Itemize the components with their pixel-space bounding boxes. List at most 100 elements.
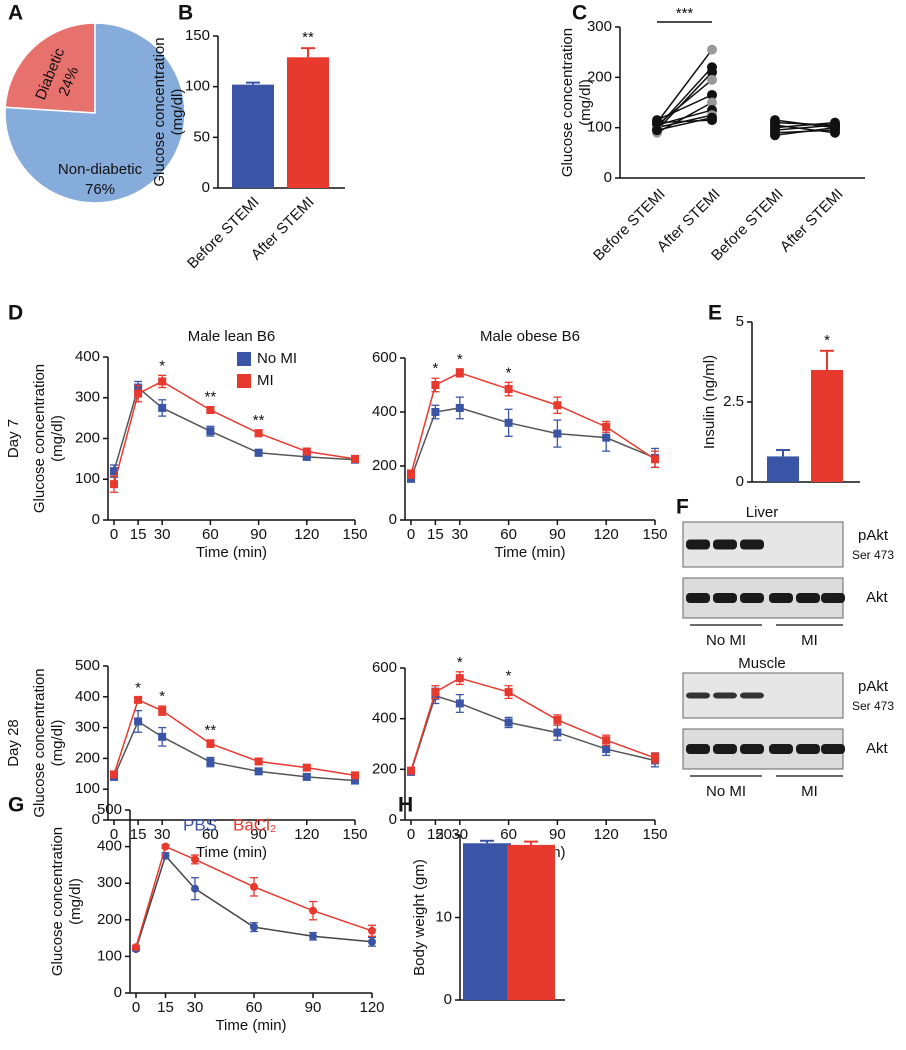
blot-label: pAkt xyxy=(858,678,889,695)
x-tick-label: 120 xyxy=(594,526,619,543)
point xyxy=(455,368,464,377)
group-label: No MI xyxy=(706,632,746,649)
x-tick-label: 150 xyxy=(342,526,367,543)
legend-label: BaCl₂ xyxy=(233,815,276,834)
blot-band xyxy=(713,539,737,550)
point xyxy=(651,753,659,762)
pair-line xyxy=(774,129,836,134)
significance: * xyxy=(159,688,165,705)
panel-letter: H xyxy=(398,794,413,817)
x-tick-label: 15 xyxy=(157,999,174,1016)
x-axis-label: Time (min) xyxy=(196,544,267,561)
point xyxy=(254,767,263,776)
x-tick-label: 60 xyxy=(246,999,263,1016)
panel-letter: D xyxy=(8,302,23,325)
bar xyxy=(232,84,274,188)
y-axis-label: (mg/dl) xyxy=(577,79,594,126)
slice-label: Non-diabetic xyxy=(58,161,143,178)
y-tick-label: 100 xyxy=(185,78,210,95)
x-tick-label: 15 xyxy=(427,826,444,843)
y-axis-label: Glucose concentration xyxy=(31,668,48,817)
significance: * xyxy=(506,364,512,381)
y-axis-label: (mg/dl) xyxy=(67,878,84,925)
pair-line xyxy=(656,71,713,131)
y-axis-label: Glucose concentration xyxy=(559,28,576,177)
pair-line xyxy=(656,49,713,124)
point xyxy=(134,717,143,726)
row-label: Day 7 xyxy=(5,419,22,458)
y-tick-label: 0 xyxy=(114,984,122,1001)
significance: * xyxy=(159,357,165,374)
point xyxy=(158,706,167,715)
series-line xyxy=(410,372,656,475)
significance: * xyxy=(457,654,463,671)
row-label: Day 28 xyxy=(5,719,22,767)
blot-band xyxy=(796,744,820,754)
y-axis-label: Insulin (ng/ml) xyxy=(701,355,718,449)
y-axis-label: (mg/dl) xyxy=(169,89,186,136)
legend-label: No MI xyxy=(257,350,297,367)
x-tick-label: 90 xyxy=(549,826,566,843)
y-tick-label: 0 xyxy=(736,473,744,490)
point xyxy=(602,745,611,754)
y-tick-label: 0 xyxy=(202,179,210,196)
x-tick-label: 0 xyxy=(407,826,415,843)
significance: ** xyxy=(253,412,265,429)
point xyxy=(302,452,311,461)
point xyxy=(368,926,376,935)
x-tick-label: Before STEMI xyxy=(590,186,669,265)
point xyxy=(830,122,840,133)
point xyxy=(254,448,263,457)
significance: *** xyxy=(676,5,694,22)
y-tick-label: 20 xyxy=(435,826,452,843)
pair-line xyxy=(656,116,713,131)
blot-band xyxy=(821,744,845,754)
point xyxy=(254,757,263,766)
blot-band xyxy=(740,692,764,699)
y-tick-label: 0 xyxy=(444,991,452,1008)
blot-band xyxy=(686,593,710,603)
x-tick-label: 90 xyxy=(305,999,322,1016)
point xyxy=(707,44,717,55)
legend-label: MI xyxy=(257,372,274,389)
pie-slice xyxy=(4,22,96,114)
tissue-label: Muscle xyxy=(738,655,786,672)
point xyxy=(707,115,717,126)
y-tick-label: 50 xyxy=(193,128,210,145)
point xyxy=(351,454,359,463)
legend-label: PBS xyxy=(183,815,217,834)
x-tick-label: 15 xyxy=(130,826,147,843)
pair-line xyxy=(656,79,713,126)
y-tick-label: 200 xyxy=(97,911,122,928)
x-tick-label: 90 xyxy=(250,526,267,543)
point xyxy=(302,447,311,456)
point xyxy=(707,74,717,85)
group-label: MI xyxy=(801,783,818,800)
point xyxy=(161,842,170,851)
blot-band xyxy=(769,593,793,603)
y-tick-label: 5 xyxy=(736,313,744,330)
point xyxy=(134,695,143,704)
y-tick-label: 300 xyxy=(75,389,100,406)
point xyxy=(309,932,317,941)
y-tick-label: 400 xyxy=(372,403,397,420)
point xyxy=(158,732,167,741)
y-tick-label: 200 xyxy=(372,760,397,777)
y-tick-label: 200 xyxy=(372,457,397,474)
blot-band xyxy=(740,744,764,754)
pie-slice xyxy=(4,22,186,204)
y-axis-label: Body weight (gm) xyxy=(411,859,428,976)
blot-label: pAkt xyxy=(858,527,889,544)
blot-band xyxy=(769,744,793,754)
point xyxy=(132,943,140,952)
point xyxy=(110,467,118,476)
y-tick-label: 0 xyxy=(389,811,397,828)
legend-marker xyxy=(237,374,251,388)
point xyxy=(110,770,118,779)
bar xyxy=(287,57,329,188)
slice-value: 76% xyxy=(85,181,115,198)
blot-band xyxy=(713,692,737,699)
x-tick-label: 15 xyxy=(427,526,444,543)
significance: * xyxy=(457,351,463,368)
y-axis-label: Glucose concentration xyxy=(151,37,168,186)
